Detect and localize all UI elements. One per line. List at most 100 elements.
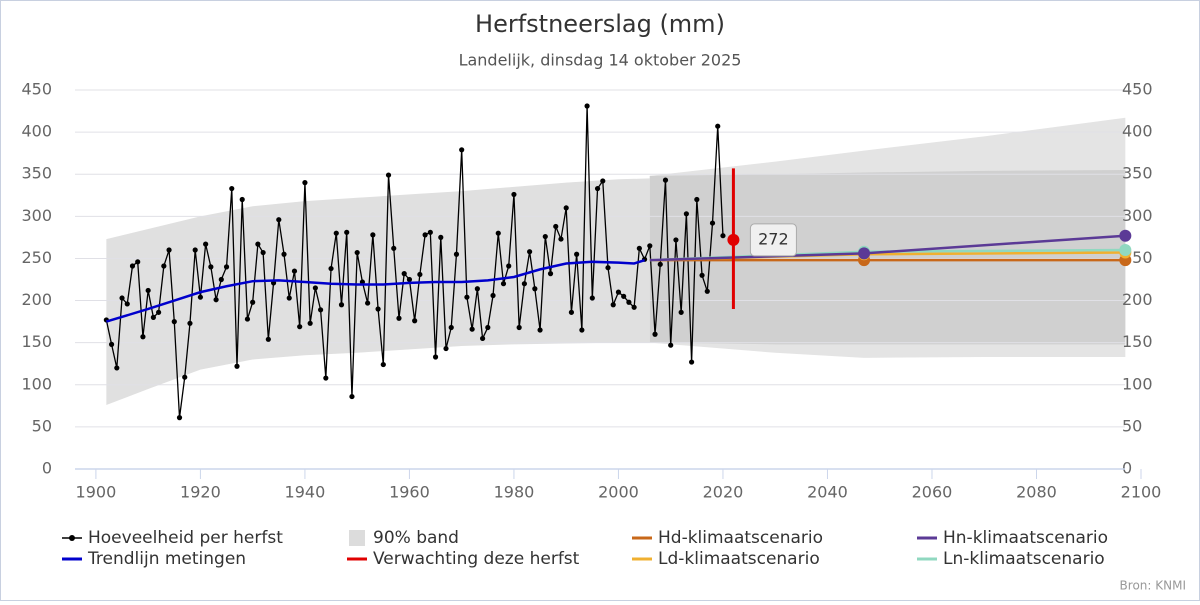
point [187,320,193,326]
point [694,196,700,203]
point [260,249,266,256]
point [715,123,721,129]
point [495,230,501,236]
point [709,220,716,226]
point [401,271,407,277]
point [427,229,433,235]
y2-tick-label: 300 [1122,206,1153,225]
y2-tick-label: 150 [1122,332,1153,351]
point [135,259,141,265]
y-tick-label: 150 [21,332,52,351]
point [328,265,334,272]
point [563,205,569,211]
point [657,261,663,267]
point [542,233,548,240]
y2-tick-label: 50 [1122,416,1142,435]
point [584,103,590,109]
legend-label: Hoeveelheid per herfst [88,528,283,548]
point [594,185,601,192]
point [579,327,585,333]
point [286,295,292,301]
point [385,172,392,178]
point [124,301,130,307]
point [610,302,616,308]
point [448,324,454,331]
point [683,211,689,217]
point [438,234,444,240]
point [365,300,371,306]
point [370,232,376,238]
legend-symbol [69,535,75,541]
forecast-label-box [749,223,797,257]
point [161,263,167,269]
point [234,363,240,369]
legend-label: 90% band [373,528,459,548]
point [636,245,642,251]
point [558,236,564,242]
point [417,271,423,278]
point [182,374,188,380]
point [244,316,251,322]
point [156,309,162,315]
point [511,191,517,198]
point [668,342,674,348]
point [500,281,507,287]
point [354,249,360,256]
point [391,245,397,251]
x-tick-label: 2000 [598,483,639,502]
point [631,304,637,310]
point [297,324,303,330]
series-line [105,258,645,323]
y2-tick-label: 350 [1122,164,1153,183]
x-tick-label: 1980 [494,483,535,502]
y-tick-label: 350 [21,164,52,183]
point [276,217,282,223]
point [532,286,538,292]
point [469,326,475,332]
point [490,292,496,299]
point [537,327,543,333]
point [432,354,439,360]
point [626,299,632,305]
legend-label: Hd-klimaatscenario [658,528,823,548]
point [302,180,308,186]
point [380,361,386,368]
point [250,299,256,305]
y-tick-label: 450 [21,80,52,99]
x-tick-label: 1940 [285,483,326,502]
point [673,237,679,243]
point [171,319,177,325]
point [615,289,622,295]
point [479,335,486,342]
point [443,345,449,352]
point [422,232,428,238]
y-tick-label: 50 [32,416,52,435]
point [108,341,115,347]
legend-label: Ln-klimaatscenario [943,549,1105,569]
point [464,294,470,300]
x-tick-label: 1920 [180,483,221,502]
legend-label: Verwachting deze herfst [373,549,580,569]
legend-label: Hn-klimaatscenario [943,528,1108,548]
point [192,247,198,253]
point [689,359,695,365]
band-area [106,178,650,405]
y2-tick-label: 200 [1122,290,1153,309]
point [474,286,480,292]
y-tick-label: 250 [21,248,52,267]
point [213,297,219,303]
point [114,365,120,371]
point [145,287,151,294]
point [858,247,871,260]
point [176,415,183,421]
point [396,315,402,321]
point [553,223,559,230]
point [333,230,339,236]
y2-tick-label: 0 [1122,459,1132,478]
point [547,271,554,277]
point [129,263,136,269]
point [317,307,324,313]
point [699,272,705,278]
legend-label: Trendlijn metingen [87,549,246,569]
point [344,229,350,235]
